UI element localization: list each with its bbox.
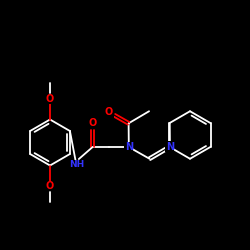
Text: O: O xyxy=(105,107,113,117)
Text: O: O xyxy=(46,94,54,104)
Text: NH: NH xyxy=(69,160,84,169)
Text: O: O xyxy=(46,181,54,191)
Text: N: N xyxy=(166,142,174,152)
Text: N: N xyxy=(125,142,133,152)
Text: O: O xyxy=(88,118,97,128)
